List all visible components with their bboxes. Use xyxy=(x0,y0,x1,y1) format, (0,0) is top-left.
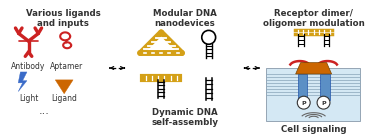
Bar xyxy=(297,74,307,100)
Text: Modular DNA
nanodevices: Modular DNA nanodevices xyxy=(153,9,217,28)
Circle shape xyxy=(297,96,310,109)
FancyBboxPatch shape xyxy=(266,68,360,121)
Text: Receptor dimer/
oligomer modulation: Receptor dimer/ oligomer modulation xyxy=(263,9,364,28)
Text: P: P xyxy=(301,101,306,106)
Text: Light: Light xyxy=(19,94,38,103)
Bar xyxy=(320,74,330,100)
Text: Ligand: Ligand xyxy=(51,94,77,103)
Circle shape xyxy=(317,96,330,109)
Text: Antibody: Antibody xyxy=(11,62,46,71)
Text: Aptamer: Aptamer xyxy=(50,62,83,71)
Text: Cell signaling: Cell signaling xyxy=(281,125,346,134)
Polygon shape xyxy=(55,80,73,94)
Text: ...: ... xyxy=(39,106,50,116)
Text: Various ligands
and inputs: Various ligands and inputs xyxy=(26,9,101,28)
Text: P: P xyxy=(321,101,326,106)
Polygon shape xyxy=(18,72,27,92)
Text: Dynamic DNA
self-assembly: Dynamic DNA self-assembly xyxy=(152,108,218,127)
Polygon shape xyxy=(296,63,332,74)
